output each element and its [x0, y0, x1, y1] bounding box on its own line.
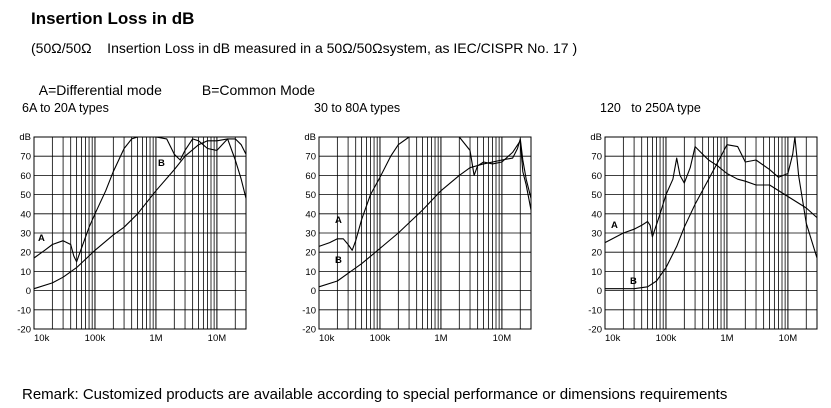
y-tick-label: -20 — [588, 325, 602, 336]
x-tick-label: 10M — [208, 333, 227, 344]
remark-text: Remark: Customized products are availabl… — [22, 386, 728, 403]
x-tick-label: 10M — [493, 333, 512, 344]
series-a-label: A — [335, 215, 342, 226]
y-tick-label: 70 — [305, 152, 316, 163]
x-tick-label: 10k — [319, 333, 335, 344]
chart-3-title: 120 to 250A type — [600, 101, 701, 115]
y-tick-label: 40 — [20, 209, 31, 220]
y-tick-label: 60 — [305, 171, 316, 182]
series-b-label: B — [630, 276, 637, 287]
y-tick-label: 50 — [305, 190, 316, 201]
series-b-line — [318, 138, 532, 288]
x-tick-label: 1M — [720, 333, 733, 344]
y-tick-label: -20 — [17, 325, 31, 336]
y-tick-label: 20 — [591, 248, 602, 259]
series-a-line — [33, 136, 247, 263]
y-tick-label: 60 — [591, 171, 602, 182]
y-tick-label: -10 — [302, 305, 316, 316]
y-tick-label: 30 — [20, 229, 31, 240]
y-tick-label: 70 — [591, 152, 602, 163]
measurement-note: (50Ω/50Ω Insertion Loss in dB measured i… — [31, 40, 578, 56]
y-tick-label: 40 — [591, 209, 602, 220]
y-tick-label: 60 — [20, 171, 31, 182]
y-tick-label: 0 — [26, 286, 31, 297]
y-tick-label: 0 — [597, 286, 602, 297]
chart-2-title: 30 to 80A types — [314, 101, 401, 115]
x-tick-label: 1M — [434, 333, 447, 344]
plot-frame — [604, 136, 818, 330]
x-tick-label: 1M — [149, 333, 162, 344]
y-tick-label: 20 — [20, 248, 31, 259]
page-title: Insertion Loss in dB — [31, 9, 195, 28]
y-tick-label: 70 — [20, 152, 31, 163]
y-tick-label: 50 — [20, 190, 31, 201]
x-tick-label: 10k — [605, 333, 621, 344]
series-a-line — [604, 146, 818, 244]
y-tick-label: 10 — [591, 267, 602, 278]
y-tick-label: 0 — [311, 286, 316, 297]
y-tick-label: 10 — [20, 267, 31, 278]
y-tick-label: 10 — [305, 267, 316, 278]
y-tick-label: -20 — [302, 325, 316, 336]
mode-b-label: B=Common Mode — [201, 82, 316, 98]
mode-legend: A=Differential mode B=Common Mode — [31, 66, 315, 98]
series-b-label: B — [158, 158, 165, 169]
y-axis-label: dB — [304, 132, 316, 143]
series-a-label: A — [38, 233, 45, 244]
y-tick-label: -10 — [17, 305, 31, 316]
x-tick-label: 10k — [34, 333, 50, 344]
y-axis-label: dB — [590, 132, 602, 143]
y-tick-label: 40 — [305, 209, 316, 220]
mode-a-label: A=Differential mode — [38, 82, 162, 98]
y-tick-label: 30 — [591, 229, 602, 240]
series-a-line — [318, 136, 532, 251]
x-tick-label: 100k — [656, 333, 677, 344]
x-tick-label: 10M — [779, 333, 798, 344]
x-tick-label: 100k — [370, 333, 391, 344]
series-b-line — [605, 136, 818, 290]
y-tick-label: 30 — [305, 229, 316, 240]
y-tick-label: -10 — [588, 305, 602, 316]
y-tick-label: 50 — [591, 190, 602, 201]
y-axis-label: dB — [19, 132, 31, 143]
series-b-label: B — [335, 255, 342, 266]
series-a-label: A — [611, 220, 618, 231]
y-tick-label: 20 — [305, 248, 316, 259]
x-tick-label: 100k — [85, 333, 106, 344]
chart-1-title: 6A to 20A types — [22, 101, 109, 115]
series-b-line — [33, 138, 247, 290]
